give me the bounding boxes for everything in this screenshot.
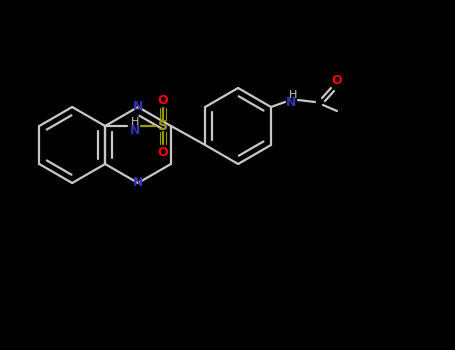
Text: N: N [133, 100, 143, 113]
Text: N: N [286, 97, 296, 110]
Text: N: N [133, 176, 143, 189]
Text: O: O [332, 74, 342, 86]
Text: S: S [158, 119, 168, 133]
Text: O: O [158, 93, 168, 106]
Text: N: N [130, 124, 140, 136]
Text: O: O [158, 146, 168, 159]
Text: H: H [289, 90, 297, 100]
Text: H: H [131, 117, 139, 127]
